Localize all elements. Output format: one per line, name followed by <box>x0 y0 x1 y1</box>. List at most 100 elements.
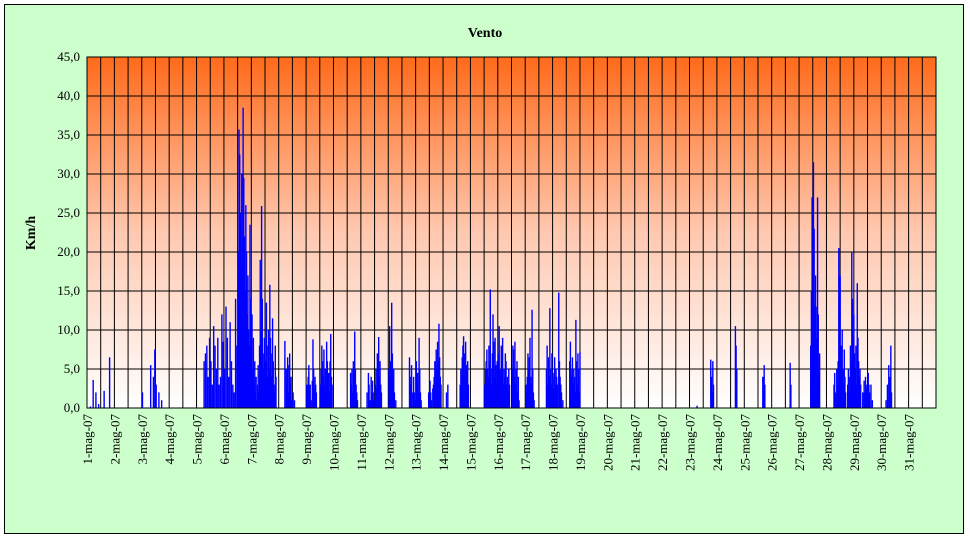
wind-bar <box>228 376 230 408</box>
wind-bar <box>288 353 291 408</box>
wind-bar <box>315 392 318 408</box>
wind-bar <box>414 400 416 408</box>
x-tick-label: 20-mag-07 <box>600 414 615 472</box>
wind-bar <box>331 384 333 408</box>
x-tick-label: 13-mag-07 <box>409 414 424 472</box>
wind-bar <box>351 369 353 408</box>
x-tick-label: 12-mag-07 <box>381 414 396 472</box>
wind-bar <box>517 376 520 408</box>
wind-bar <box>890 345 892 408</box>
wind-bar <box>204 353 207 408</box>
wind-bar <box>410 365 413 408</box>
wind-bar <box>218 384 220 408</box>
x-tick-label: 2-mag-07 <box>107 414 122 465</box>
wind-bar <box>430 400 433 408</box>
wind-bar <box>546 345 548 408</box>
wind-bar <box>886 384 889 408</box>
wind-bar <box>328 372 330 408</box>
wind-bar <box>108 357 111 408</box>
chart-title: Vento <box>468 26 503 41</box>
wind-bar <box>152 376 155 408</box>
wind-bar <box>393 392 396 408</box>
wind-bar <box>368 384 370 408</box>
wind-bar <box>549 308 551 408</box>
wind-bar <box>508 384 511 408</box>
x-tick-label: 3-mag-07 <box>135 414 150 465</box>
wind-bar <box>97 404 100 408</box>
wind-bar <box>764 384 766 408</box>
wind-bar <box>816 197 819 408</box>
wind-bar <box>366 392 368 408</box>
wind-bar <box>210 361 212 408</box>
wind-bar <box>291 400 293 408</box>
wind-bar <box>556 384 559 408</box>
wind-bar <box>141 392 144 408</box>
wind-bar <box>790 384 792 408</box>
wind-bar <box>553 357 556 408</box>
wind-bar <box>211 384 214 408</box>
wind-bar <box>839 275 841 408</box>
wind-bar <box>498 326 500 408</box>
wind-bar <box>417 372 419 408</box>
wind-bar <box>369 400 371 408</box>
wind-bar <box>233 392 235 408</box>
wind-bar <box>855 345 857 408</box>
wind-bar <box>871 400 874 408</box>
x-tick-label: 27-mag-07 <box>792 414 807 472</box>
wind-bar <box>532 369 534 408</box>
y-tick-label: 10,0 <box>57 322 80 337</box>
wind-bar <box>811 197 813 408</box>
x-tick-label: 9-mag-07 <box>299 414 314 465</box>
y-axis-label: Km/h <box>24 216 39 250</box>
wind-bar <box>373 400 375 408</box>
wind-bar <box>226 337 229 408</box>
x-tick-label: 1-mag-07 <box>80 414 95 465</box>
wind-bar <box>221 314 223 408</box>
x-tick-label: 26-mag-07 <box>765 414 780 472</box>
wind-bar <box>160 400 163 408</box>
x-tick-label: 23-mag-07 <box>683 414 698 472</box>
wind-bar <box>95 392 97 408</box>
wind-bar <box>263 337 266 408</box>
wind-bar <box>696 405 698 408</box>
wind-bar <box>514 341 516 408</box>
x-tick-label: 22-mag-07 <box>655 414 670 472</box>
wind-bar <box>533 400 535 408</box>
x-tick-label: 31-mag-07 <box>902 414 917 472</box>
wind-bar <box>219 376 222 408</box>
x-tick-label: 16-mag-07 <box>491 414 506 472</box>
x-tick-label: 19-mag-07 <box>573 414 588 472</box>
wind-bar <box>445 392 448 408</box>
wind-bar <box>558 292 560 408</box>
wind-bar <box>518 400 520 408</box>
wind-bar <box>501 337 504 408</box>
wind-bar <box>427 392 430 408</box>
wind-bar <box>516 361 518 408</box>
y-tick-label: 30,0 <box>57 166 80 181</box>
wind-bar <box>860 384 862 408</box>
wind-bar <box>251 314 253 408</box>
wind-bar <box>293 400 296 408</box>
wind-bar <box>496 361 498 408</box>
wind-bar <box>380 392 383 408</box>
wind-bar <box>252 337 255 408</box>
wind-chart: Vento Km/h 0,0 5,0 10,0 15,0 20,0 25,0 30,0 35,… <box>24 26 937 472</box>
y-tick-label: 20,0 <box>57 244 80 259</box>
wind-bar <box>420 400 422 408</box>
wind-bar <box>440 384 442 408</box>
wind-bar <box>212 326 215 408</box>
wind-bar <box>257 365 259 408</box>
wind-bar <box>155 384 157 408</box>
wind-bar <box>217 337 219 408</box>
wind-bar <box>419 369 421 408</box>
wind-bar <box>255 376 257 408</box>
wind-bar <box>206 345 208 408</box>
wind-bar <box>577 369 580 408</box>
wind-bar <box>395 400 397 408</box>
wind-bar <box>310 400 312 408</box>
x-tick-label: 28-mag-07 <box>819 414 834 472</box>
chart-frame: Vento Km/h 0,0 5,0 10,0 15,0 20,0 25,0 30,0 35,… <box>4 4 964 534</box>
wind-bar <box>208 337 211 408</box>
wind-bar <box>286 357 289 408</box>
wind-bar <box>236 345 238 408</box>
